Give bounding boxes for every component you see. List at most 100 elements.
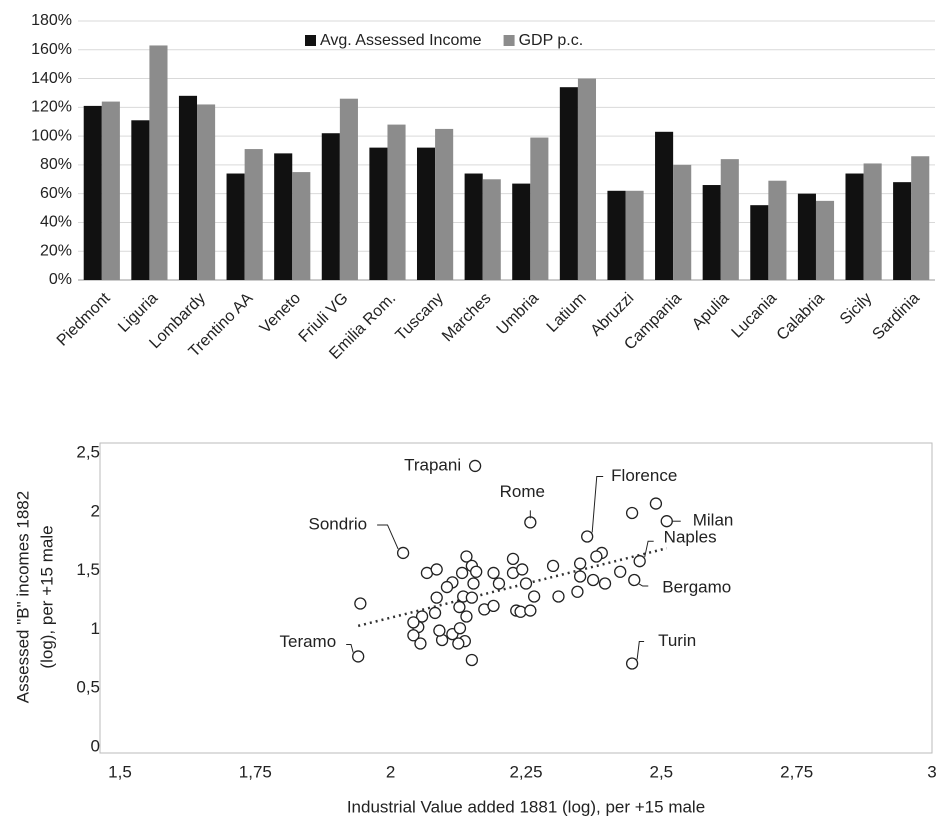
point xyxy=(487,566,500,580)
point-label: Rome xyxy=(500,482,545,501)
y-tick-label: 0,5 xyxy=(76,678,100,697)
point xyxy=(586,573,600,587)
bar xyxy=(750,205,769,280)
y-axis-title: Assessed "B" incomes 1882 xyxy=(13,491,32,703)
point xyxy=(598,577,612,590)
point xyxy=(396,546,410,560)
point-label: Bergamo xyxy=(662,577,731,596)
leader-line xyxy=(346,643,354,653)
point-label: Turin xyxy=(658,631,696,650)
point xyxy=(519,577,533,590)
x-tick-label: Tuscany xyxy=(393,290,447,344)
point xyxy=(465,653,479,667)
y-tick-label: 20% xyxy=(40,242,72,259)
x-tick-label: Sardinia xyxy=(869,290,923,344)
trendline xyxy=(357,547,668,628)
bar xyxy=(131,120,150,281)
legend-swatch xyxy=(503,35,515,46)
point xyxy=(433,624,446,637)
bar xyxy=(577,78,597,280)
x-tick-label: 3 xyxy=(927,762,936,781)
bar xyxy=(530,137,549,280)
bar xyxy=(863,163,882,280)
bar xyxy=(197,104,216,280)
y-tick-label: 60% xyxy=(40,185,72,202)
bar xyxy=(369,147,388,280)
point-label: Teramo xyxy=(279,632,336,651)
bar xyxy=(416,147,436,280)
x-axis-title: Industrial Value added 1881 (log), per +… xyxy=(347,797,705,816)
point xyxy=(506,552,520,565)
point xyxy=(465,591,479,604)
point xyxy=(524,604,537,617)
point xyxy=(470,565,483,578)
point-label: Milan xyxy=(693,511,734,530)
x-tick-label: Apulia xyxy=(689,290,733,334)
bar xyxy=(339,98,358,280)
x-tick-label: 2,75 xyxy=(780,762,813,781)
bar xyxy=(655,131,674,280)
point xyxy=(573,570,587,583)
point xyxy=(414,637,427,650)
y-tick-label: 160% xyxy=(31,41,72,58)
bar xyxy=(893,182,912,280)
point xyxy=(407,616,420,629)
point xyxy=(571,585,584,598)
bar xyxy=(559,87,578,280)
bar xyxy=(625,190,644,280)
y-tick-label: 2 xyxy=(91,501,100,520)
bar xyxy=(435,128,454,280)
bar xyxy=(482,179,501,280)
x-tick-label: Calabria xyxy=(774,290,828,344)
point xyxy=(467,577,480,590)
bar xyxy=(83,105,102,281)
legend-label: GDP p.c. xyxy=(519,32,584,49)
point xyxy=(428,606,442,620)
point xyxy=(625,506,639,520)
bar xyxy=(387,124,406,280)
x-tick-label: 2,25 xyxy=(509,762,542,781)
point xyxy=(633,555,646,568)
point xyxy=(573,557,587,570)
point xyxy=(628,573,641,587)
point xyxy=(460,550,473,563)
y-tick-label: 2,5 xyxy=(76,442,100,461)
bar xyxy=(845,173,864,280)
bar xyxy=(226,173,245,280)
bar xyxy=(149,45,168,280)
bar xyxy=(178,95,198,280)
legend-label: Avg. Assessed Income xyxy=(320,32,482,49)
y-tick-label: 1 xyxy=(91,619,100,638)
point-label: Florence xyxy=(611,466,677,485)
point xyxy=(453,622,467,635)
bar xyxy=(274,153,293,280)
point xyxy=(524,516,537,529)
x-tick-label: 2,5 xyxy=(650,762,674,781)
point xyxy=(487,599,500,613)
point-label: Sondrio xyxy=(309,514,368,533)
point xyxy=(455,566,469,580)
y-tick-label: 140% xyxy=(31,70,72,87)
bar xyxy=(702,185,721,280)
point xyxy=(430,563,443,576)
bar xyxy=(464,173,483,280)
x-tick-label: Liguria xyxy=(115,290,161,336)
legend-swatch xyxy=(305,35,316,46)
x-tick-label: 1,75 xyxy=(239,762,272,781)
bar xyxy=(607,190,626,280)
point xyxy=(581,530,594,543)
x-tick-label: Lucania xyxy=(729,290,781,342)
bar xyxy=(292,172,311,280)
point xyxy=(415,610,429,623)
y-tick-label: 100% xyxy=(31,127,72,144)
point xyxy=(468,459,482,473)
bar xyxy=(101,101,120,280)
y-axis-title: (log), per +15 male xyxy=(37,525,56,668)
bar xyxy=(815,200,835,280)
leader-line xyxy=(644,540,654,558)
point xyxy=(660,515,673,528)
point xyxy=(407,629,420,642)
bar xyxy=(768,180,787,280)
leader-line xyxy=(591,475,604,533)
point xyxy=(546,559,560,573)
